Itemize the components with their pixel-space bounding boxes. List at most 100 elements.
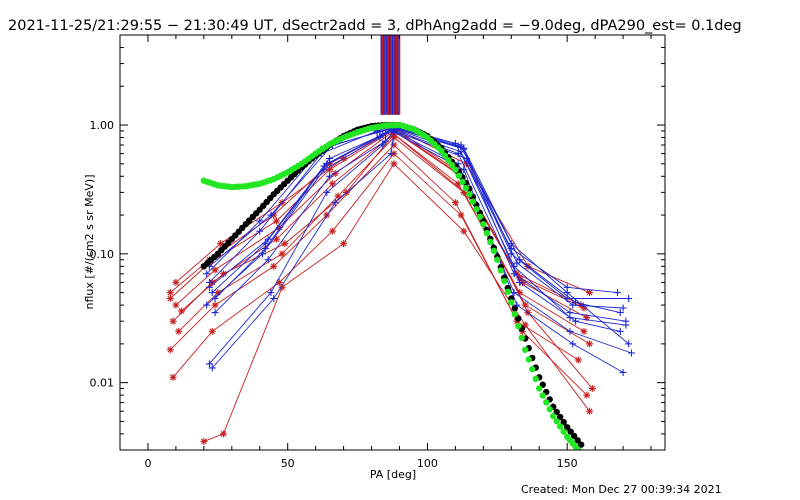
series-line (172, 152, 588, 396)
series-point (200, 437, 208, 445)
series-point (177, 307, 185, 315)
series-point (278, 250, 286, 258)
series-point (340, 240, 348, 248)
series-point (619, 304, 627, 312)
series-point (510, 262, 518, 270)
fit-curve-dot (539, 392, 546, 399)
series-point (169, 373, 177, 381)
fit-curve-dot (522, 346, 529, 353)
fit-curve-dot (490, 247, 498, 255)
y-axis-label: nflux [#/(cm2 s sr MeV)] (83, 175, 96, 310)
series-point (208, 289, 216, 297)
series-point (270, 295, 278, 303)
series-point (331, 199, 339, 207)
series-point (175, 327, 183, 335)
series-point (460, 144, 468, 152)
series-point (583, 391, 591, 399)
fit-curve-dot (438, 147, 445, 155)
series-point (627, 349, 635, 357)
series-layer (166, 122, 635, 445)
series-point (373, 128, 381, 136)
fit-curve-dot (560, 418, 567, 426)
fit-curve-dot (497, 267, 505, 274)
fit-curve-dot (480, 220, 487, 228)
series-point (574, 356, 582, 364)
fit-curve-dot (536, 385, 543, 392)
series-point (211, 266, 219, 274)
series-point (457, 211, 465, 219)
series-point (387, 150, 395, 158)
series-line (169, 129, 585, 309)
series-point (166, 346, 174, 354)
fit-curve-dot (487, 238, 494, 246)
fit-curve-dot (518, 334, 525, 342)
series-point (460, 227, 468, 235)
fit-curve-dot (473, 206, 480, 213)
x-tick-label: 50 (281, 457, 295, 470)
series-point (580, 327, 588, 335)
fit-curve-dot (452, 166, 459, 173)
series-point (219, 430, 227, 438)
fit-curve-dot (462, 184, 470, 192)
x-tick-label: 100 (417, 457, 438, 470)
series-point (211, 301, 219, 309)
x-axis: 0 50 100 150 (144, 35, 652, 470)
series-point (273, 217, 281, 225)
y-tick-label: 0.01 (90, 377, 115, 390)
series-line (209, 130, 632, 365)
fit-curve-dot (550, 412, 557, 420)
series-point (625, 295, 633, 303)
series-point (566, 314, 574, 322)
series-point (516, 278, 524, 286)
fit-curve-dot (508, 299, 515, 306)
fit-curve-dot (455, 172, 463, 180)
created-footer: Created: Mon Dec 27 00:39:34 2021 (521, 483, 722, 496)
fit-curve-dot (574, 437, 581, 444)
series-point (588, 385, 596, 393)
fit-curve-dot (515, 315, 522, 322)
fit-curve-dot (441, 152, 449, 159)
fit-curve-dot (556, 423, 564, 430)
series-point (390, 160, 398, 168)
series-point (326, 172, 334, 180)
y-tick-label: 0.10 (90, 248, 115, 261)
x-tick-label: 150 (557, 457, 578, 470)
series-point (586, 407, 594, 415)
fit-curve-dot (556, 413, 564, 421)
fit-curve-dot (469, 198, 477, 205)
fit-curve-dot (570, 432, 578, 440)
series-point (211, 295, 219, 303)
series-point (208, 327, 216, 335)
series-point (616, 309, 624, 317)
fit-curve-dot (553, 408, 560, 416)
series-point (566, 327, 574, 335)
fit-curve-dot (575, 446, 582, 450)
series-line (181, 133, 593, 389)
y-tick-label: 1.00 (90, 119, 115, 132)
series-point (379, 141, 387, 149)
series-point (205, 360, 213, 368)
series-point (334, 192, 342, 200)
fit-curve-dot (515, 322, 522, 330)
series-point (270, 262, 278, 270)
fit-curve-dot (504, 288, 511, 295)
series-point (264, 235, 272, 243)
series-point (328, 180, 336, 188)
series-point (326, 166, 334, 174)
series-point (208, 364, 216, 372)
series-point (569, 340, 577, 348)
series-point (586, 340, 594, 348)
plot-frame (119, 34, 666, 451)
series-line (214, 130, 621, 332)
fit-curve-dot (543, 399, 550, 406)
series-point (166, 295, 174, 303)
series-point (613, 289, 621, 297)
fit-curve-dot (476, 213, 484, 220)
series-point (625, 340, 633, 348)
series-point (572, 317, 580, 325)
fit-curve-dot (546, 406, 553, 413)
series-point (267, 211, 275, 219)
fit-curve-dot (466, 191, 473, 198)
fit-curve-dot (511, 305, 518, 312)
